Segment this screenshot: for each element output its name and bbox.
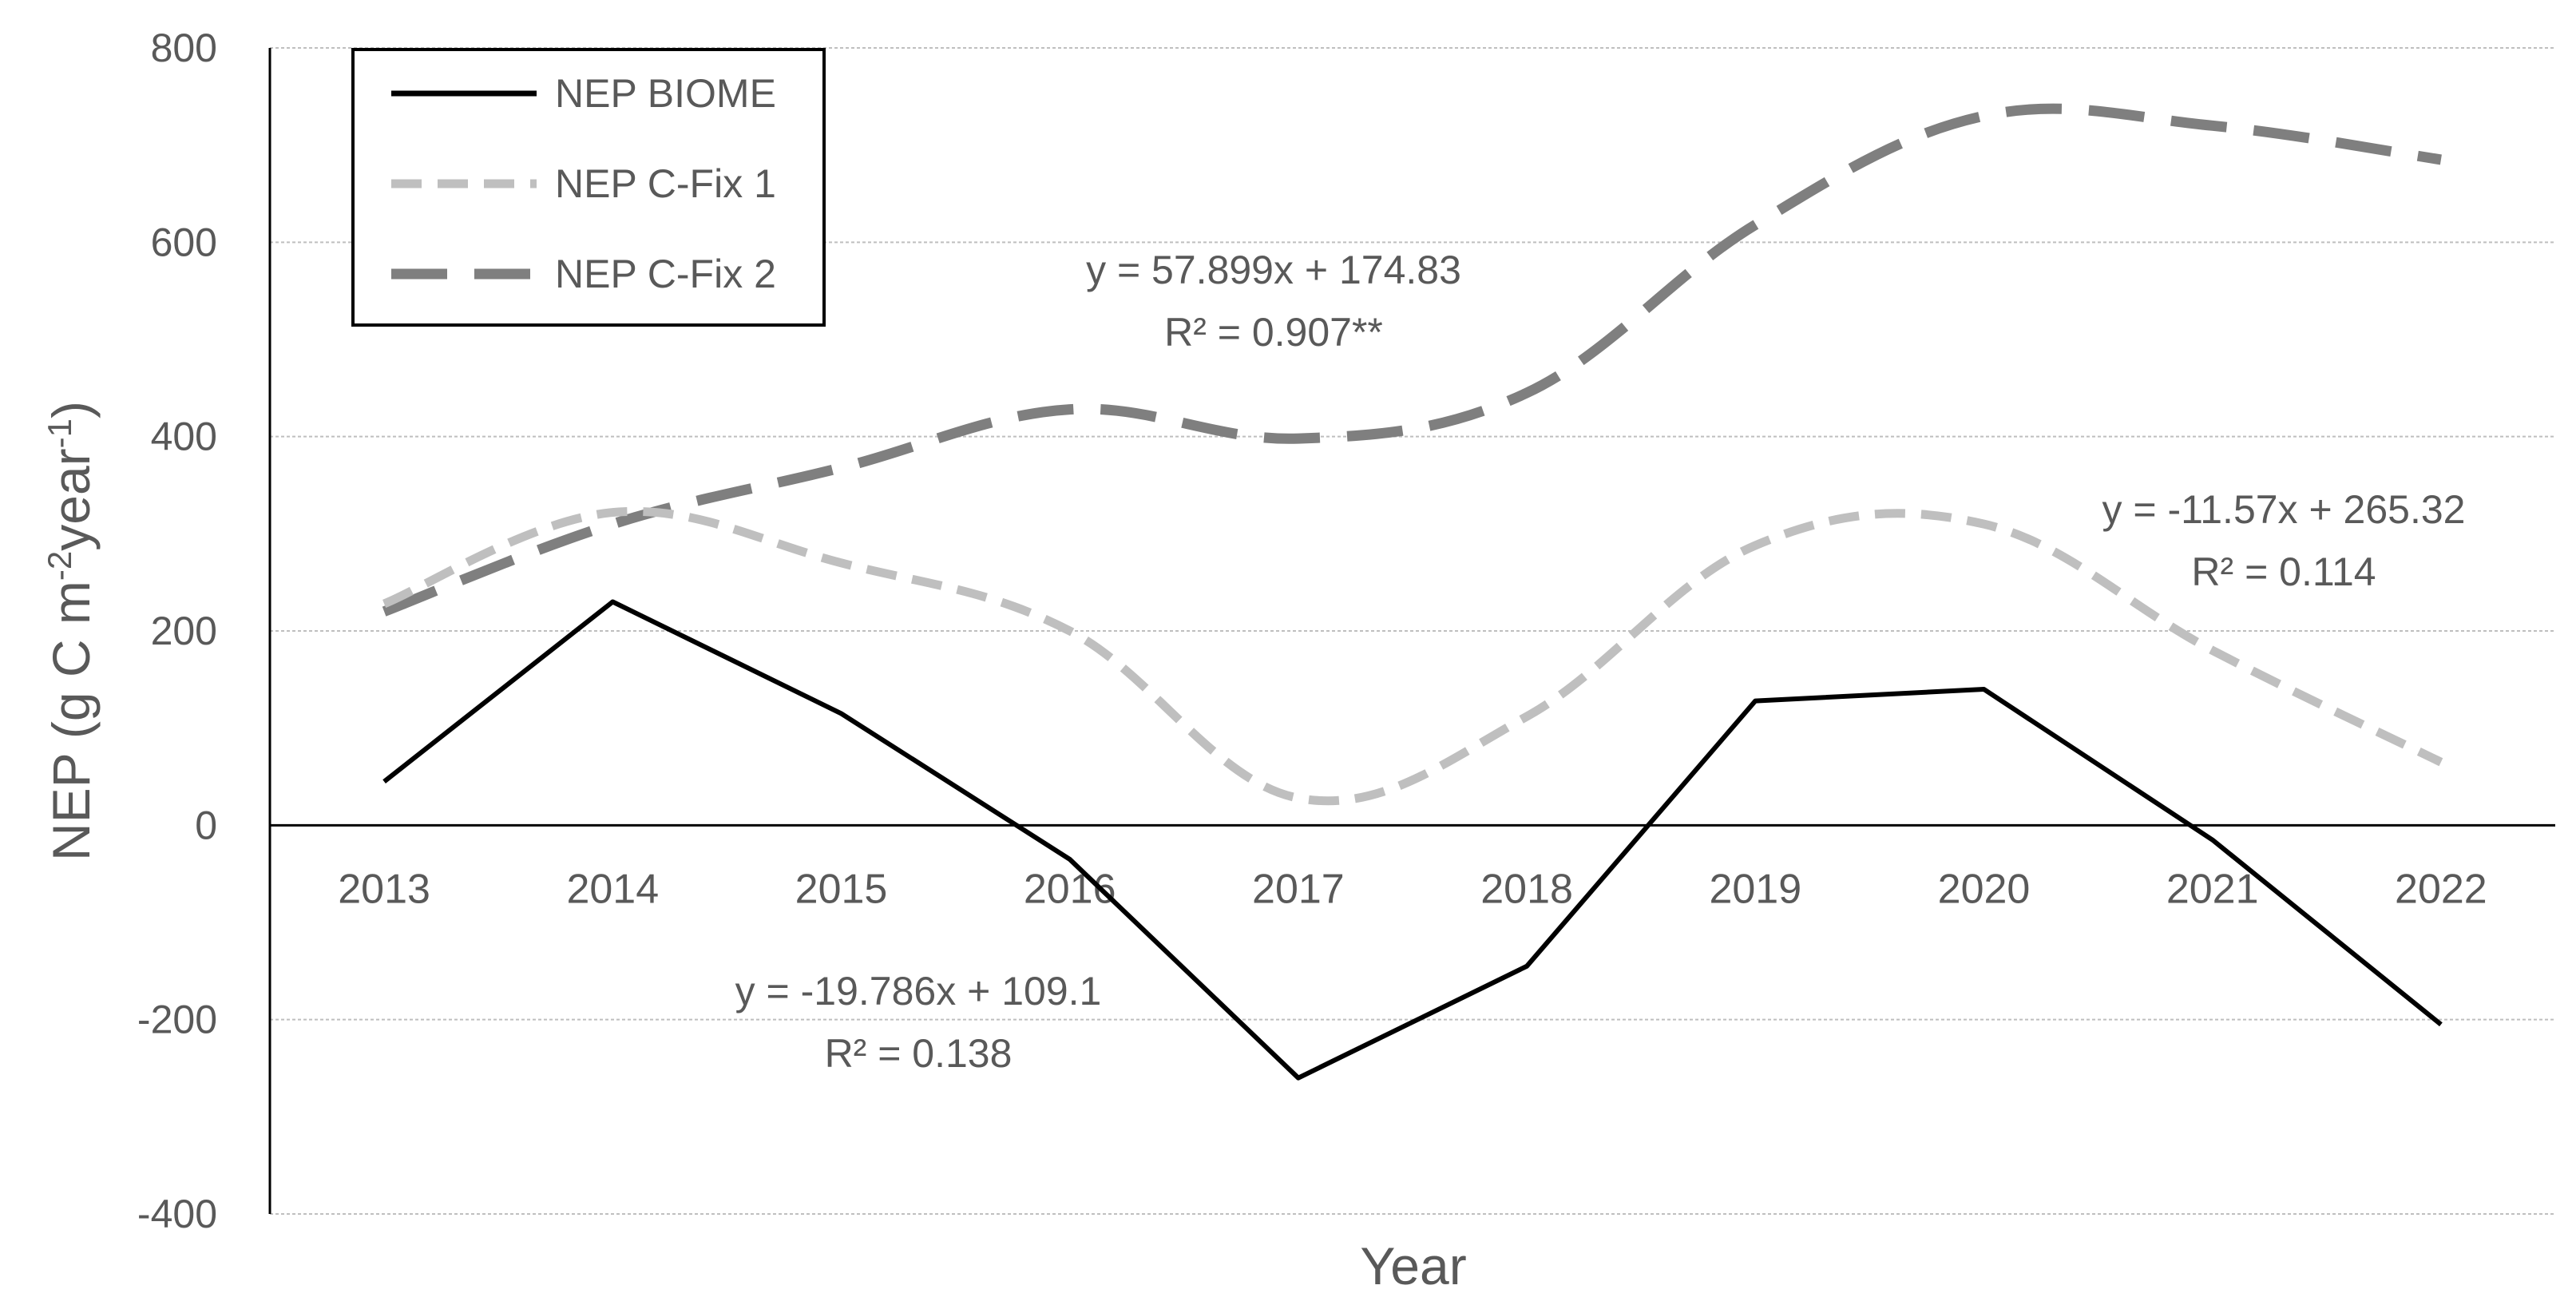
y-tick-label: 400 [151,415,217,459]
y-tick-label: -400 [137,1192,217,1236]
y-tick-label: 0 [195,803,217,847]
legend: NEP BIOME NEP C-Fix 1 NEP C-Fix 2 [351,48,826,327]
x-tick-label: 2019 [1709,866,1801,912]
legend-item-biome: NEP BIOME [391,71,776,116]
x-tick-label: 2013 [338,866,430,912]
legend-label: NEP C-Fix 2 [555,252,776,296]
y-tick-label: -200 [137,998,217,1042]
y-tick-label: 200 [151,609,217,653]
y-tick-label: 600 [151,220,217,264]
y-tick-labels: -400 -200 0 200 400 600 800 [137,26,217,1236]
x-tick-label: 2017 [1252,866,1345,912]
y-tick-label: 800 [151,26,217,70]
annotation-biome: y = -19.786x + 109.1 R² = 0.138 [735,969,1102,1076]
x-tick-label: 2018 [1480,866,1573,912]
annotation-equation: y = -19.786x + 109.1 [735,969,1102,1014]
annotation-cfix1: y = -11.57x + 265.32 R² = 0.114 [2102,487,2466,594]
x-tick-label: 2020 [1938,866,2031,912]
legend-label: NEP C-Fix 1 [555,161,776,206]
x-axis-title: Year [1360,1236,1466,1295]
series-line-nep-biome [382,599,2443,1081]
annotation-r2: R² = 0.138 [825,1031,1013,1076]
x-tick-label: 2022 [2395,866,2487,912]
legend-item-cfix2: NEP C-Fix 2 [391,252,776,296]
annotation-r2: R² = 0.907** [1164,310,1383,355]
legend-label: NEP BIOME [555,71,776,116]
y-axis-title: NEP (g C m-2year-1) [41,401,101,861]
x-tick-label: 2021 [2166,866,2259,912]
series-line-nep-cfix-1 [382,506,2443,806]
legend-item-cfix1: NEP C-Fix 1 [391,161,776,206]
series-line-nep-cfix-2 [382,103,2442,617]
x-tick-labels: 2013 2014 2015 2016 2017 2018 2019 2020 2021 2022 [338,866,2487,912]
x-tick-label: 2015 [795,866,888,912]
x-tick-label: 2014 [566,866,659,912]
annotation-equation: y = 57.899x + 174.83 [1086,248,1461,292]
series-lines [382,103,2443,1081]
annotation-cfix2: y = 57.899x + 174.83 R² = 0.907** [1086,248,1461,355]
annotation-equation: y = -11.57x + 265.32 [2102,487,2466,532]
annotation-r2: R² = 0.114 [2191,549,2376,594]
